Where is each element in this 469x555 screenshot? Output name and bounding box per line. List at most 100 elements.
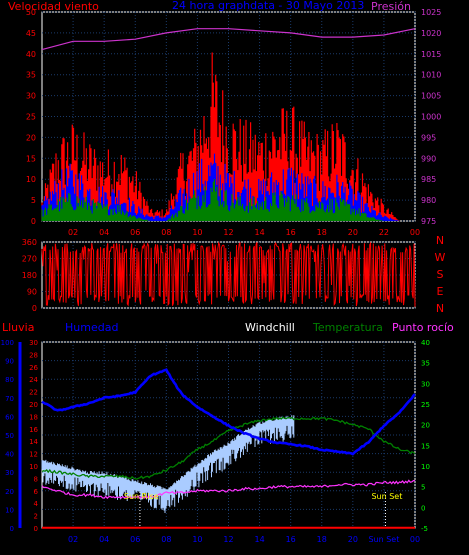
y-tick-label: 20 — [26, 133, 36, 142]
y-tick-label: 90 — [5, 358, 14, 366]
y-tick-label: 22 — [29, 389, 38, 397]
panel3-temp-ticks: -5 0 5 10 15 20 25 30 35 40 — [421, 339, 430, 533]
direction-label: W — [435, 251, 446, 264]
wind-direction-series — [41, 241, 416, 307]
y-tick-label: 70 — [5, 395, 14, 403]
y-tick-label: 10 — [29, 463, 38, 471]
y-tick-label: 1000 — [421, 113, 441, 122]
y-tick-label: 24 — [29, 376, 38, 384]
panel1-x-ticks: 02 04 06 08 10 12 14 16 18 20 22 00 — [68, 228, 420, 237]
y-tick-label: 20 — [5, 488, 14, 496]
panel1-left-ticks: 0 5 10 15 20 25 30 35 40 45 50 — [26, 8, 36, 226]
y-tick-label: 1015 — [421, 50, 441, 59]
y-tick-label: 0 — [10, 525, 14, 533]
panel3-x-ticks: 02 04 06 08 10 12 14 16 18 20 Sun Set 00 — [68, 535, 420, 544]
panel3-humidity-ticks: 0 10 20 30 40 50 60 70 80 90 100 — [1, 339, 14, 533]
y-tick-label: 995 — [421, 133, 436, 142]
x-tick-label: 04 — [99, 228, 109, 237]
panel2-y-ticks: 0 90 180 270 360 — [22, 238, 37, 313]
x-tick-label: 22 — [379, 228, 389, 237]
y-tick-label: 180 — [22, 271, 37, 280]
y-tick-label: 26 — [29, 364, 38, 372]
y-tick-label: 80 — [5, 376, 14, 384]
dewpoint-legend: Punto rocío — [392, 321, 454, 334]
y-tick-label: 1005 — [421, 92, 441, 101]
dewpoint-series — [41, 479, 416, 500]
wind-low-series — [41, 179, 385, 221]
sunset-label: Sun Set — [371, 492, 402, 501]
x-tick-label: 10 — [192, 228, 202, 237]
y-tick-label: 990 — [421, 154, 436, 163]
y-tick-label: 90 — [27, 288, 37, 297]
y-tick-label: 0 — [421, 504, 425, 512]
sunrise-label: Sun Rise — [124, 492, 159, 501]
x-tick-label: Sun Set — [368, 535, 399, 544]
x-tick-label: 08 — [161, 228, 171, 237]
y-tick-label: 45 — [26, 29, 36, 38]
humidity-legend: Humedad — [65, 321, 118, 334]
y-tick-label: 8 — [34, 475, 38, 483]
x-tick-label: 12 — [223, 228, 233, 237]
y-tick-label: 975 — [421, 217, 436, 226]
y-tick-label: 10 — [421, 463, 430, 471]
y-tick-label: 1020 — [421, 29, 441, 38]
windchill-series — [41, 415, 295, 513]
direction-label: S — [437, 268, 444, 281]
y-tick-label: 30 — [26, 92, 36, 101]
x-tick-label: 06 — [130, 535, 140, 544]
x-tick-label: 10 — [192, 535, 202, 544]
x-tick-label: 18 — [317, 228, 327, 237]
x-tick-label: 16 — [286, 228, 296, 237]
y-tick-label: 270 — [22, 255, 37, 264]
panel1-right-ticks: 975 980 985 990 995 1000 1005 1010 1015 1020 1025 — [421, 8, 441, 226]
y-tick-label: 40 — [421, 339, 430, 347]
y-tick-label: 50 — [5, 432, 14, 440]
y-tick-label: -5 — [421, 525, 428, 533]
panel2-series — [41, 241, 416, 307]
y-tick-label: 25 — [26, 113, 36, 122]
y-tick-label: 12 — [29, 451, 38, 459]
x-tick-label: 02 — [68, 535, 78, 544]
y-tick-label: 100 — [1, 339, 14, 347]
x-tick-label: 12 — [223, 535, 233, 544]
y-tick-label: 4 — [34, 500, 39, 508]
x-tick-label: 06 — [130, 228, 140, 237]
y-tick-label: 980 — [421, 196, 436, 205]
y-tick-label: 60 — [5, 413, 14, 421]
y-tick-label: 50 — [26, 8, 36, 17]
y-tick-label: 35 — [26, 71, 36, 80]
y-tick-label: 18 — [29, 413, 38, 421]
x-tick-label: 00 — [410, 228, 420, 237]
panel3-series — [41, 368, 416, 529]
y-tick-label: 30 — [5, 469, 14, 477]
y-tick-label: 30 — [29, 339, 38, 347]
y-tick-label: 15 — [421, 442, 430, 450]
humidity-series — [41, 368, 416, 456]
y-tick-label: 6 — [34, 488, 39, 496]
rain-legend: Lluvia — [2, 321, 34, 334]
x-tick-label: 14 — [254, 535, 264, 544]
temperature-series — [41, 416, 416, 480]
y-tick-label: 1010 — [421, 71, 441, 80]
x-tick-label: 14 — [254, 228, 264, 237]
x-tick-label: 18 — [317, 535, 327, 544]
y-tick-label: 0 — [31, 217, 36, 226]
y-tick-label: 28 — [29, 351, 38, 359]
y-tick-label: 0 — [32, 304, 37, 313]
y-tick-label: 2 — [34, 513, 38, 521]
y-tick-label: 5 — [421, 484, 425, 492]
panel3-grid — [18, 341, 416, 529]
y-tick-label: 16 — [29, 426, 38, 434]
direction-label: E — [437, 285, 444, 298]
y-tick-label: 985 — [421, 175, 436, 184]
y-tick-label: 1025 — [421, 8, 441, 17]
y-tick-label: 20 — [421, 422, 430, 430]
y-tick-label: 25 — [421, 401, 430, 409]
y-tick-label: 35 — [421, 360, 430, 368]
